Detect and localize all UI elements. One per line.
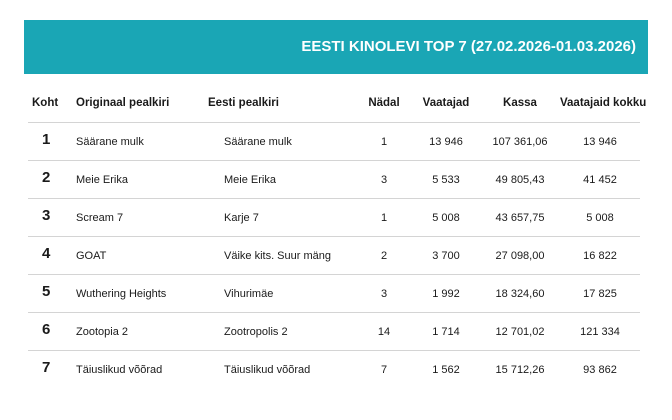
table-row: 4 GOAT Väike kits. Suur mäng 2 3 700 27 … xyxy=(28,236,640,275)
box-office-cell: 43 657,75 xyxy=(480,198,560,237)
original-title-cell: Täiuslikud võõrad xyxy=(66,350,204,389)
estonian-title-cell: Säärane mulk xyxy=(204,122,356,161)
total-viewers-cell: 121 334 xyxy=(560,312,640,351)
total-viewers-cell: 41 452 xyxy=(560,160,640,199)
table-row: 3 Scream 7 Karje 7 1 5 008 43 657,75 5 0… xyxy=(28,198,640,237)
header-banner: EESTI KINOLEVI TOP 7 (27.02.2026-01.03.2… xyxy=(24,20,648,74)
week-cell: 1 xyxy=(356,122,412,161)
col-header-week: Nädal xyxy=(356,84,412,123)
rank-cell: 6 xyxy=(28,312,66,351)
table-row: 5 Wuthering Heights Vihurimäe 3 1 992 18… xyxy=(28,274,640,313)
page-title: EESTI KINOLEVI TOP 7 (27.02.2026-01.03.2… xyxy=(301,38,636,55)
week-cell: 7 xyxy=(356,350,412,389)
box-office-cell: 18 324,60 xyxy=(480,274,560,313)
total-viewers-cell: 5 008 xyxy=(560,198,640,237)
estonian-title-cell: Väike kits. Suur mäng xyxy=(204,236,356,275)
rank-cell: 7 xyxy=(28,350,66,389)
col-header-box: Kassa xyxy=(480,84,560,123)
top-films-table: Koht Originaal pealkiri Eesti pealkiri N… xyxy=(28,84,646,389)
viewers-cell: 3 700 xyxy=(412,236,480,275)
estonian-title-cell: Meie Erika xyxy=(204,160,356,199)
estonian-title-cell: Täiuslikud võõrad xyxy=(204,350,356,389)
original-title-cell: Meie Erika xyxy=(66,160,204,199)
rank-cell: 4 xyxy=(28,236,66,275)
week-cell: 1 xyxy=(356,198,412,237)
table-row: 2 Meie Erika Meie Erika 3 5 533 49 805,4… xyxy=(28,160,640,199)
week-cell: 2 xyxy=(356,236,412,275)
viewers-cell: 5 008 xyxy=(412,198,480,237)
week-cell: 3 xyxy=(356,274,412,313)
viewers-cell: 13 946 xyxy=(412,122,480,161)
viewers-cell: 1 714 xyxy=(412,312,480,351)
col-header-rank: Koht xyxy=(28,84,66,123)
col-header-estonian: Eesti pealkiri xyxy=(204,84,356,123)
week-cell: 14 xyxy=(356,312,412,351)
col-header-original: Originaal pealkiri xyxy=(66,84,204,123)
estonian-title-cell: Vihurimäe xyxy=(204,274,356,313)
viewers-cell: 5 533 xyxy=(412,160,480,199)
rank-cell: 2 xyxy=(28,160,66,199)
col-header-viewers: Vaatajad xyxy=(412,84,480,123)
table-row: 1 Säärane mulk Säärane mulk 1 13 946 107… xyxy=(28,122,640,161)
table-row: 6 Zootopia 2 Zootropolis 2 14 1 714 12 7… xyxy=(28,312,640,351)
estonian-title-cell: Karje 7 xyxy=(204,198,356,237)
total-viewers-cell: 13 946 xyxy=(560,122,640,161)
box-office-cell: 107 361,06 xyxy=(480,122,560,161)
estonian-title-cell: Zootropolis 2 xyxy=(204,312,356,351)
box-office-cell: 15 712,26 xyxy=(480,350,560,389)
original-title-cell: Säärane mulk xyxy=(66,122,204,161)
total-viewers-cell: 17 825 xyxy=(560,274,640,313)
viewers-cell: 1 562 xyxy=(412,350,480,389)
original-title-cell: GOAT xyxy=(66,236,204,275)
total-viewers-cell: 93 862 xyxy=(560,350,640,389)
total-viewers-cell: 16 822 xyxy=(560,236,640,275)
rank-cell: 1 xyxy=(28,122,66,161)
viewers-cell: 1 992 xyxy=(412,274,480,313)
original-title-cell: Zootopia 2 xyxy=(66,312,204,351)
original-title-cell: Wuthering Heights xyxy=(66,274,204,313)
box-office-cell: 12 701,02 xyxy=(480,312,560,351)
week-cell: 3 xyxy=(356,160,412,199)
box-office-cell: 27 098,00 xyxy=(480,236,560,275)
box-office-cell: 49 805,43 xyxy=(480,160,560,199)
col-header-total: Vaatajaid kokku xyxy=(560,84,646,123)
original-title-cell: Scream 7 xyxy=(66,198,204,237)
rank-cell: 3 xyxy=(28,198,66,237)
table-header-row: Koht Originaal pealkiri Eesti pealkiri N… xyxy=(28,84,646,123)
rank-cell: 5 xyxy=(28,274,66,313)
table-row: 7 Täiuslikud võõrad Täiuslikud võõrad 7 … xyxy=(28,350,640,389)
